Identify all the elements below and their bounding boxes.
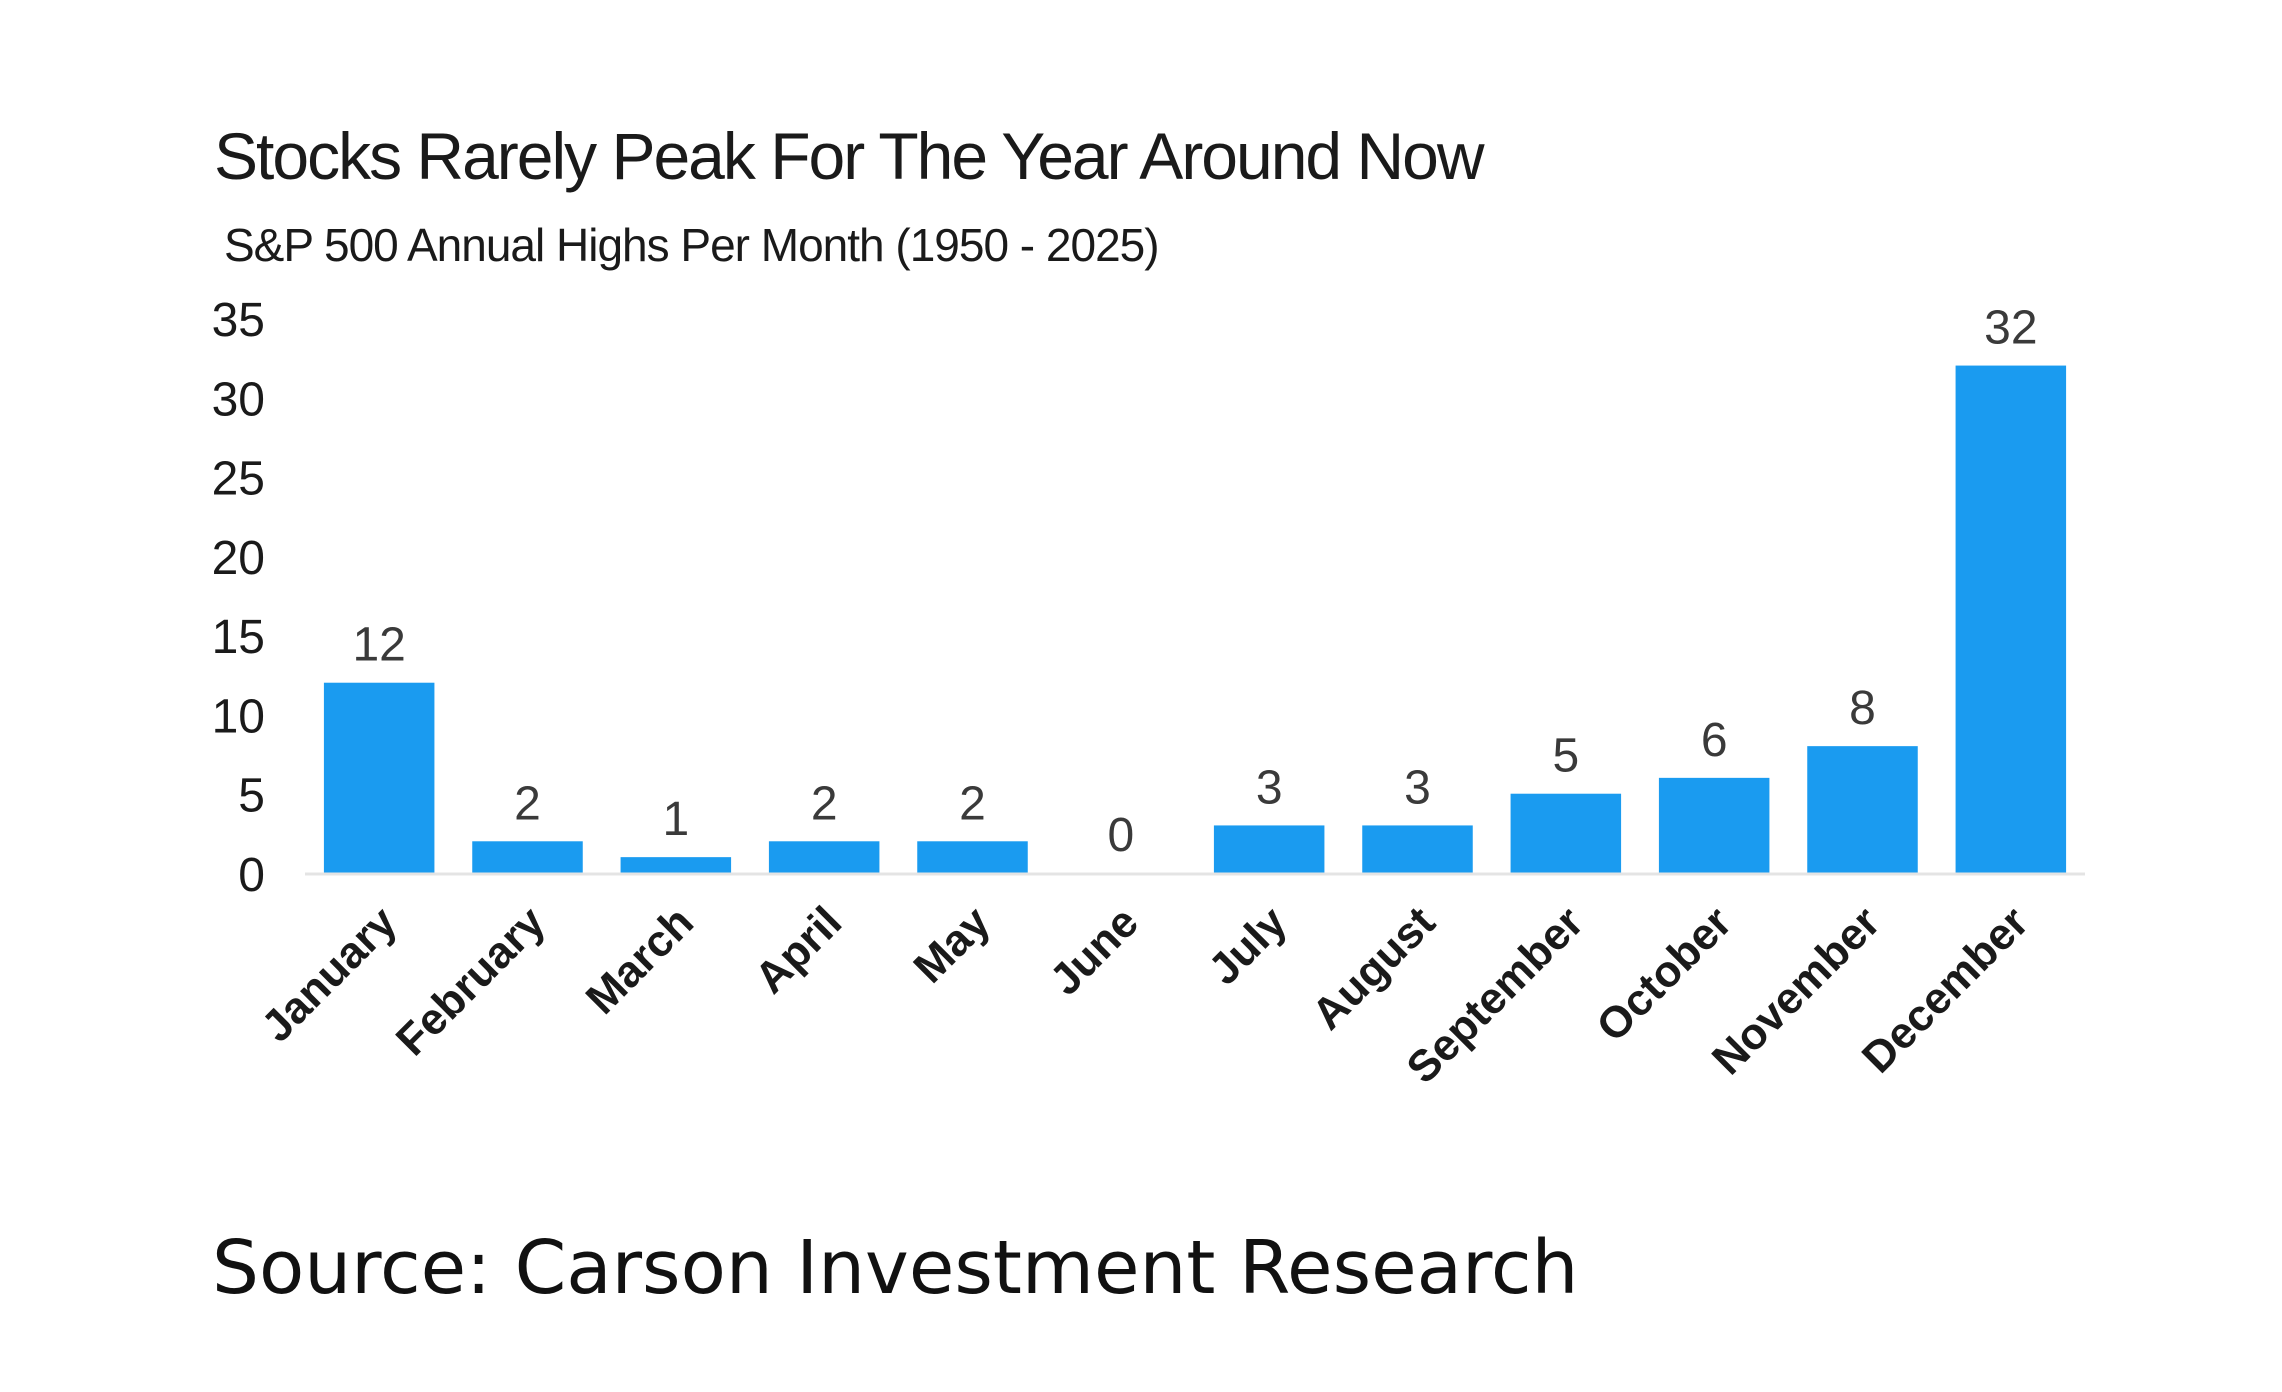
y-axis-ticks: 0 5 10 15 20 25 30 35 bbox=[212, 294, 265, 902]
bar bbox=[1510, 793, 1622, 873]
bar bbox=[1955, 365, 2067, 873]
bar-value-label: 2 bbox=[959, 777, 986, 830]
bar bbox=[1213, 825, 1325, 873]
bar-value-label: 8 bbox=[1849, 682, 1876, 735]
bar-value-label: 3 bbox=[1404, 761, 1431, 814]
bar bbox=[1658, 777, 1770, 873]
y-tick-label: 15 bbox=[212, 611, 265, 664]
y-tick-label: 25 bbox=[212, 453, 265, 506]
bar-value-label: 2 bbox=[514, 777, 541, 830]
bar-value-label: 6 bbox=[1701, 714, 1728, 767]
x-tick-label: August bbox=[1303, 897, 1445, 1039]
x-tick-label: June bbox=[1041, 897, 1148, 1004]
bar-value-label: 12 bbox=[352, 619, 405, 672]
bar bbox=[1362, 825, 1473, 873]
bar bbox=[917, 841, 1028, 873]
y-tick-label: 5 bbox=[238, 770, 265, 823]
x-tick-label: May bbox=[904, 897, 1000, 993]
bar-value-label: 3 bbox=[1256, 761, 1283, 814]
bar bbox=[472, 841, 583, 873]
x-tick-label: July bbox=[1199, 897, 1296, 994]
x-tick-label: January bbox=[252, 897, 406, 1051]
chart-title: Stocks Rarely Peak For The Year Around N… bbox=[214, 119, 1484, 193]
y-tick-label: 0 bbox=[238, 849, 265, 902]
y-tick-label: 30 bbox=[212, 373, 265, 426]
x-tick-label: April bbox=[746, 897, 852, 1003]
bar bbox=[620, 857, 732, 873]
y-tick-label: 10 bbox=[212, 690, 265, 743]
bar bbox=[1807, 746, 1918, 873]
y-tick-label: 35 bbox=[212, 294, 265, 347]
chart-subtitle: S&P 500 Annual Highs Per Month (1950 - 2… bbox=[224, 219, 1160, 271]
bar-value-label: 32 bbox=[1984, 302, 2037, 355]
source-note: Source: Carson Investment Research bbox=[212, 1225, 1579, 1311]
x-tick-label: October bbox=[1587, 897, 1741, 1051]
bar-value-label: 0 bbox=[1107, 809, 1134, 862]
bar bbox=[768, 841, 880, 873]
bar bbox=[323, 682, 435, 873]
y-tick-label: 20 bbox=[212, 532, 265, 585]
x-tick-label: March bbox=[577, 897, 703, 1023]
bar-value-label: 2 bbox=[811, 777, 838, 830]
bar-value-label: 5 bbox=[1552, 730, 1579, 783]
x-tick-label: February bbox=[387, 897, 555, 1065]
bars bbox=[323, 365, 2067, 873]
bar-value-label: 1 bbox=[662, 793, 689, 846]
